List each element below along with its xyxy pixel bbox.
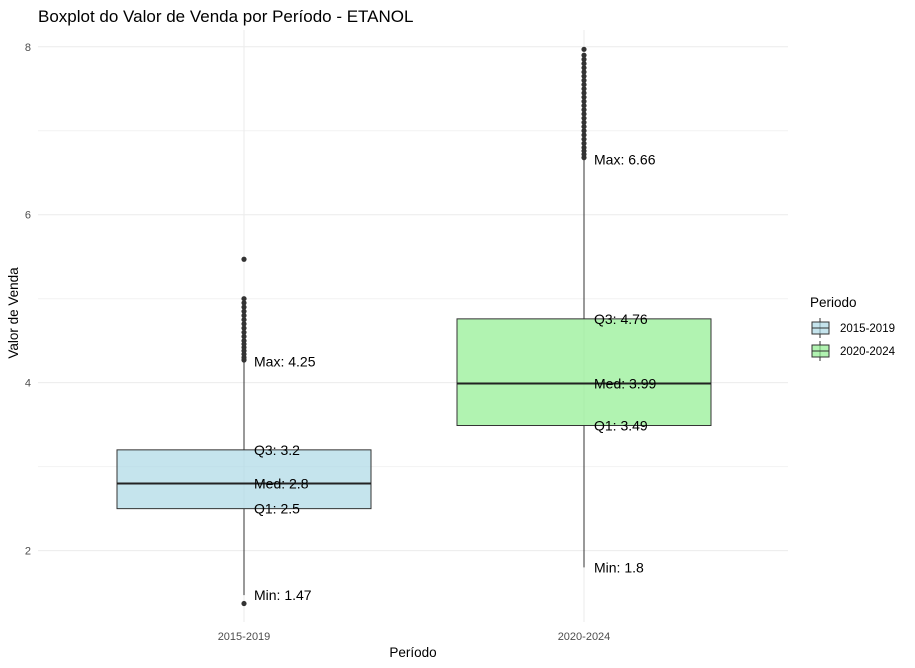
outlier-point — [241, 256, 247, 262]
legend-key — [811, 318, 830, 338]
x-axis-ticks: 2015-2019 2020-2024 — [218, 631, 611, 643]
outlier-point — [241, 321, 247, 327]
stat-label: Max: 6.66 — [594, 151, 656, 167]
outlier-point — [581, 132, 587, 138]
boxes — [116, 46, 712, 607]
y-axis-title: Valor de Venda — [6, 267, 21, 359]
legend-key — [811, 341, 830, 361]
outlier-point — [241, 325, 247, 331]
stat-label: Med: 3.99 — [594, 376, 656, 392]
y-tick-label: 4 — [25, 378, 31, 390]
outlier-point — [581, 111, 587, 117]
outlier-point — [581, 98, 587, 104]
outlier-point — [581, 90, 587, 96]
outlier-point — [581, 81, 587, 88]
outlier-point — [581, 102, 587, 109]
box-2020-2024 — [456, 46, 712, 568]
outlier-point — [581, 65, 587, 71]
stat-label: Min: 1.8 — [594, 559, 644, 575]
stat-label: Q3: 3.2 — [254, 442, 300, 458]
y-tick-label: 8 — [25, 42, 31, 54]
outlier-point — [581, 86, 587, 92]
outlier-point — [241, 329, 247, 335]
outlier-point — [581, 140, 587, 146]
outlier-point — [581, 77, 587, 83]
stat-label: Med: 2.8 — [254, 475, 309, 491]
y-tick-label: 6 — [25, 210, 31, 222]
outlier-point — [241, 333, 247, 340]
stat-label: Q3: 4.76 — [594, 311, 648, 327]
outlier-point — [581, 123, 587, 130]
outlier-point — [581, 119, 587, 125]
y-tick-label: 2 — [25, 546, 31, 558]
y-axis-ticks: 2 4 6 8 — [25, 42, 31, 558]
x-tick-label: 2015-2019 — [218, 631, 271, 643]
box-2015-2019 — [116, 256, 372, 607]
outlier-point — [241, 338, 247, 344]
legend-label: 2015-2019 — [840, 323, 895, 335]
outlier-point — [241, 308, 247, 314]
outlier-point — [241, 317, 247, 323]
legend: Periodo 2015-2019 2020-2024 — [810, 295, 896, 361]
outlier-point — [581, 60, 587, 67]
outlier-point — [241, 312, 247, 319]
stat-label: Q1: 3.49 — [594, 418, 648, 434]
outlier-point — [241, 600, 247, 607]
outlier-point — [581, 69, 587, 75]
annotations: Max: 4.25 Q3: 3.2 Med: 2.8 Q1: 2.5 Min: 1.47… — [254, 151, 656, 603]
outlier-point — [241, 300, 247, 306]
stat-label: Min: 1.47 — [254, 587, 312, 603]
outlier-point — [581, 56, 587, 62]
outlier-point — [581, 144, 587, 151]
outlier-point — [581, 46, 587, 52]
outlier-point — [581, 94, 587, 100]
x-axis-title: Período — [389, 645, 436, 660]
outlier-point — [581, 115, 587, 121]
stat-label: Q1: 2.5 — [254, 501, 300, 517]
outlier-point — [581, 107, 587, 113]
outlier-point — [581, 52, 587, 58]
outlier-point — [581, 136, 587, 142]
outlier-point — [241, 304, 247, 310]
box-body — [116, 449, 372, 510]
box-body — [456, 318, 712, 427]
stat-label: Max: 4.25 — [254, 354, 316, 370]
outlier-point — [241, 296, 247, 302]
legend-title: Periodo — [810, 295, 857, 310]
outlier-point — [581, 128, 587, 134]
x-tick-label: 2020-2024 — [558, 631, 611, 643]
chart-title: Boxplot do Valor de Venda por Período - … — [38, 7, 413, 26]
legend-label: 2020-2024 — [840, 346, 896, 358]
outlier-point — [581, 73, 587, 79]
